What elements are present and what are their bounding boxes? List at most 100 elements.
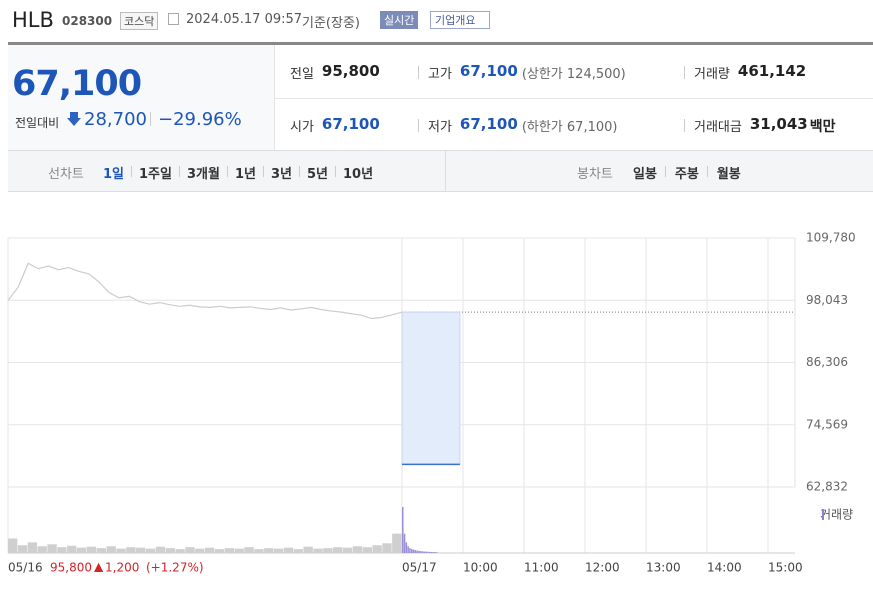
stat-label: 전일 [290, 67, 314, 82]
prev-close: 95,800 [50, 561, 92, 575]
tab-divider [226, 166, 228, 177]
volume-bar [362, 547, 372, 553]
volume-bar [418, 550, 420, 553]
y-tick-label: 62,832 [806, 480, 848, 494]
volume-bar [175, 549, 185, 553]
volume-bar [273, 548, 284, 553]
tab-divider [298, 166, 300, 177]
basis: 기준(장중) [302, 16, 360, 31]
volume-bar [96, 548, 106, 553]
volume-bar [303, 546, 313, 553]
row-rule [275, 98, 873, 99]
tab-bar [8, 150, 873, 192]
volume-bar [414, 550, 417, 553]
divider [150, 112, 151, 126]
change-pct: −29.96% [158, 109, 242, 130]
period-tab[interactable]: 10년 [343, 167, 374, 182]
stat-value: 67,100 [459, 62, 518, 80]
volume-bar [27, 542, 38, 553]
stat-note: (하한가 67,100) [521, 120, 618, 135]
volume-bar [405, 542, 408, 553]
datetime: 2024.05.17 09:57 [186, 12, 303, 27]
tab-divider [335, 166, 336, 177]
period-tab[interactable]: 1년 [234, 167, 256, 182]
volume-bar [224, 548, 235, 553]
prev-change: 1,200 [105, 561, 139, 575]
x-tick-label: 12:00 [585, 561, 620, 575]
candle-tab[interactable]: 월봉 [716, 167, 741, 182]
volume-bar [352, 546, 363, 553]
volume-bar [416, 550, 418, 553]
volume-bar [37, 546, 47, 553]
today-area [401, 311, 461, 465]
volume-bar [234, 548, 244, 553]
stat-label: 저가 [428, 120, 452, 135]
x-tick-label: 15:00 [768, 561, 803, 575]
volume-bar [436, 552, 438, 553]
x-tick-label: 14:00 [707, 561, 742, 575]
period-tab[interactable]: 1일 [103, 167, 125, 182]
candle-tab[interactable]: 주봉 [674, 167, 699, 182]
prev-change-pct: (+1.27%) [146, 561, 204, 575]
volume-bar [382, 543, 392, 553]
tab-divider [178, 166, 180, 177]
volume-bar [86, 546, 97, 553]
prev-date: 05/16 [8, 561, 43, 575]
down-arrow [67, 112, 81, 126]
period-tab[interactable]: 3개월 [186, 167, 220, 182]
volume-bar [47, 544, 57, 553]
candle-tab[interactable]: 일봉 [633, 167, 657, 182]
stat-value: 67,100 [459, 115, 518, 133]
realtime-button[interactable]: 실시간 [380, 11, 419, 29]
stat-label: 시가 [290, 120, 314, 135]
stat-note: (상한가 124,500) [521, 67, 626, 82]
y-tick-label: 109,780 [806, 231, 856, 245]
volume-bar [145, 548, 156, 553]
candle-chart-label: 봉차트 [577, 167, 613, 182]
header-rule [8, 42, 873, 45]
line-chart-label: 선차트 [48, 167, 84, 182]
company-button[interactable]: 기업개요 [430, 11, 491, 29]
volume-bar [423, 551, 426, 553]
stock-code: 028300 [62, 14, 113, 28]
volume-bar [205, 547, 215, 553]
volume-bar [392, 533, 402, 553]
calendar-icon [168, 13, 179, 25]
stock-name: HLB [12, 8, 54, 32]
market-badge: 코스닥 [120, 12, 159, 30]
volume-bar [76, 547, 87, 553]
stat-value: 31,043 [749, 115, 808, 133]
tab-divider [131, 166, 133, 177]
volume-bar [214, 549, 225, 553]
volume-bar [342, 547, 353, 553]
stat-value: 95,800 [321, 62, 380, 80]
volume-bar [407, 546, 409, 553]
volume-bar [420, 551, 422, 553]
period-tab[interactable]: 1주일 [139, 167, 172, 182]
volume-bar [136, 547, 146, 553]
divider [418, 66, 419, 79]
volume-bar [185, 547, 195, 553]
y-tick-label: 86,306 [806, 355, 848, 369]
volume-bar [195, 548, 205, 553]
volume-bar [411, 549, 413, 553]
volume-bar [244, 547, 254, 553]
y-tick-label: 98,043 [806, 293, 848, 307]
price: 67,100 [12, 64, 142, 104]
volume-bar [425, 551, 427, 553]
volume-bar [323, 548, 333, 553]
stat-label: 고가 [428, 67, 452, 82]
x-tick-label: 10:00 [463, 561, 498, 575]
prev-arrow: ▲ [94, 560, 104, 574]
tab-divider [262, 166, 264, 177]
volume-bar [116, 548, 126, 553]
volume-bar [313, 548, 323, 553]
volume-legend: 거래량 [820, 508, 853, 522]
volume-bar [430, 552, 433, 553]
period-tab[interactable]: 5년 [306, 167, 328, 182]
volume-bar [403, 533, 406, 553]
period-tab[interactable]: 3년 [270, 167, 292, 182]
volume-bar [67, 545, 77, 553]
